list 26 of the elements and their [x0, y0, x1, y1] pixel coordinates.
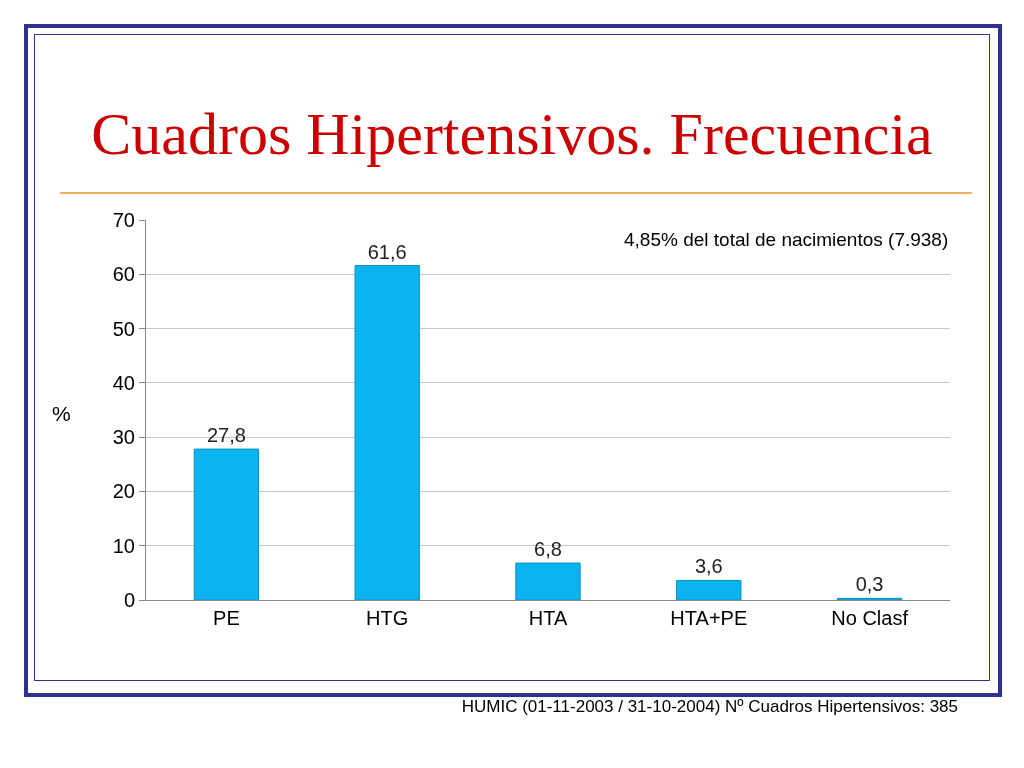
data-label: 27,8: [206, 424, 246, 447]
data-label: 6,8: [534, 538, 562, 561]
y-axis-title: %: [52, 402, 71, 425]
y-tick-label: 50: [112, 317, 135, 340]
data-label: 0,3: [855, 573, 884, 596]
y-tick-label: 70: [112, 209, 135, 231]
y-tick-label: 0: [123, 589, 135, 611]
x-tick-label: HTG: [366, 607, 409, 629]
y-tick-label: 10: [112, 534, 135, 557]
x-tick-label: No Clasf: [831, 607, 909, 629]
annotation: 4,85% del total de nacimientos (7.938): [624, 229, 949, 250]
bar: [354, 265, 420, 600]
bar: [515, 562, 581, 600]
x-tick-label: HTA: [528, 607, 568, 629]
chart-title: Cuadros Hipertensivos. Frecuencia: [90, 100, 934, 169]
bar: [676, 579, 742, 600]
y-tick-label: 20: [112, 480, 135, 503]
y-tick-label: 40: [112, 371, 135, 394]
x-tick-label: PE: [213, 607, 240, 629]
data-label: 3,6: [694, 555, 723, 578]
y-tick-label: 60: [112, 263, 135, 286]
text: HUMIC (01-11-2003 / 31-10-2004) Nº Cuadros Hipertensivos: 385: [461, 697, 958, 717]
data-label: 61,6: [367, 240, 407, 263]
bar: [193, 448, 260, 600]
y-tick-label: 30: [112, 426, 135, 449]
x-tick-label: HTA+PE: [670, 607, 748, 629]
